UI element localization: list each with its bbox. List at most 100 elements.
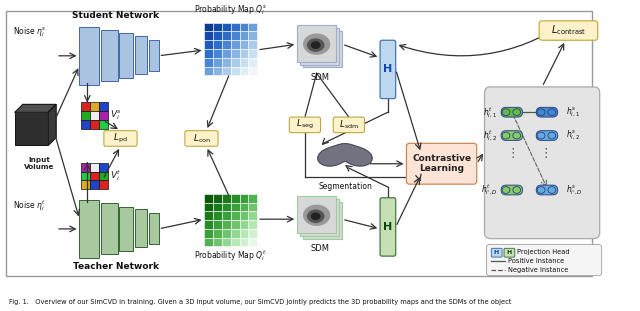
Text: Noise $\eta_i^s$: Noise $\eta_i^s$ [13, 26, 47, 39]
Bar [120, 34, 133, 78]
Text: Contrastive
Learning: Contrastive Learning [412, 154, 471, 174]
Text: $V_i^t$: $V_i^t$ [109, 168, 121, 183]
Bar [204, 31, 213, 40]
Bar [213, 194, 222, 203]
Text: Fig. 1.   Overview of our SimCVD in training. Given a 3D input volume, our SimCV: Fig. 1. Overview of our SimCVD in traini… [9, 299, 511, 305]
Text: $L_\mathrm{sdm}$: $L_\mathrm{sdm}$ [339, 118, 359, 131]
Text: $h_{i',D}^t$: $h_{i',D}^t$ [481, 183, 497, 197]
Bar [239, 58, 248, 67]
Bar [222, 58, 231, 67]
Bar [90, 103, 99, 111]
FancyBboxPatch shape [536, 107, 557, 117]
Bar [231, 23, 239, 31]
Bar [135, 36, 147, 74]
Bar [213, 58, 222, 67]
Bar [81, 163, 90, 172]
Bar [213, 203, 222, 211]
FancyBboxPatch shape [185, 131, 218, 146]
Text: $h_{i,1}^s$: $h_{i,1}^s$ [566, 105, 579, 119]
Text: $L_\mathrm{pd}$: $L_\mathrm{pd}$ [113, 132, 128, 145]
Bar [239, 67, 248, 75]
Bar [303, 202, 342, 239]
Ellipse shape [513, 132, 520, 139]
Ellipse shape [307, 209, 324, 223]
Bar [231, 49, 239, 58]
Ellipse shape [502, 109, 510, 116]
Text: Positive Instance: Positive Instance [508, 258, 564, 264]
Polygon shape [317, 144, 372, 166]
Ellipse shape [537, 109, 545, 116]
Bar [99, 103, 108, 111]
Bar [204, 238, 213, 246]
Bar [231, 67, 239, 75]
Ellipse shape [548, 132, 556, 139]
Bar [248, 203, 257, 211]
Bar [222, 238, 231, 246]
Bar [90, 120, 99, 129]
Bar [231, 220, 239, 229]
Text: Probability Map $Q_i^t$: Probability Map $Q_i^t$ [195, 248, 267, 263]
Bar [297, 25, 336, 62]
FancyBboxPatch shape [289, 117, 321, 132]
Ellipse shape [502, 132, 510, 139]
Bar [222, 23, 231, 31]
Bar [99, 163, 108, 172]
Bar [239, 194, 248, 203]
Bar [248, 229, 257, 238]
Bar [248, 40, 257, 49]
Bar [231, 40, 239, 49]
Text: SDM: SDM [310, 244, 329, 253]
Bar [239, 23, 248, 31]
Ellipse shape [303, 34, 330, 55]
Bar [79, 27, 99, 85]
Text: Input
Volume: Input Volume [24, 157, 54, 170]
Bar [231, 203, 239, 211]
Bar [99, 111, 108, 120]
FancyBboxPatch shape [492, 248, 502, 257]
Bar [213, 238, 222, 246]
Bar [222, 67, 231, 75]
Bar [99, 120, 108, 129]
Bar [148, 213, 159, 244]
Bar [90, 172, 99, 180]
Bar [204, 23, 213, 31]
Bar [239, 49, 248, 58]
Bar [213, 40, 222, 49]
FancyBboxPatch shape [501, 185, 523, 195]
Bar [248, 211, 257, 220]
Bar [222, 211, 231, 220]
Bar [239, 229, 248, 238]
Bar [222, 40, 231, 49]
Text: SDM: SDM [310, 73, 329, 82]
Bar [135, 209, 147, 247]
Bar [99, 172, 108, 180]
Bar [99, 180, 108, 189]
Bar [248, 23, 257, 31]
Bar [222, 229, 231, 238]
Text: ⋮: ⋮ [507, 146, 519, 160]
Bar [81, 111, 90, 120]
Text: Projection Head: Projection Head [516, 249, 570, 255]
Bar [81, 120, 90, 129]
Bar [213, 23, 222, 31]
Ellipse shape [502, 187, 510, 193]
Ellipse shape [311, 212, 321, 220]
Text: Probability Map $Q_i^s$: Probability Map $Q_i^s$ [195, 3, 268, 17]
Text: $h_{i,2}^t$: $h_{i,2}^t$ [483, 128, 497, 143]
Ellipse shape [537, 187, 545, 193]
Text: Negative Instance: Negative Instance [508, 267, 568, 273]
Bar [204, 220, 213, 229]
Bar [204, 58, 213, 67]
Text: H: H [506, 250, 511, 255]
Bar [231, 211, 239, 220]
Bar [222, 31, 231, 40]
Bar [222, 203, 231, 211]
FancyBboxPatch shape [501, 107, 523, 117]
Polygon shape [48, 104, 56, 145]
FancyBboxPatch shape [536, 185, 557, 195]
Text: $L_\mathrm{contrast}$: $L_\mathrm{contrast}$ [551, 24, 586, 37]
FancyBboxPatch shape [504, 248, 515, 257]
Bar [101, 30, 118, 81]
FancyBboxPatch shape [501, 131, 523, 140]
Text: H: H [383, 64, 392, 74]
